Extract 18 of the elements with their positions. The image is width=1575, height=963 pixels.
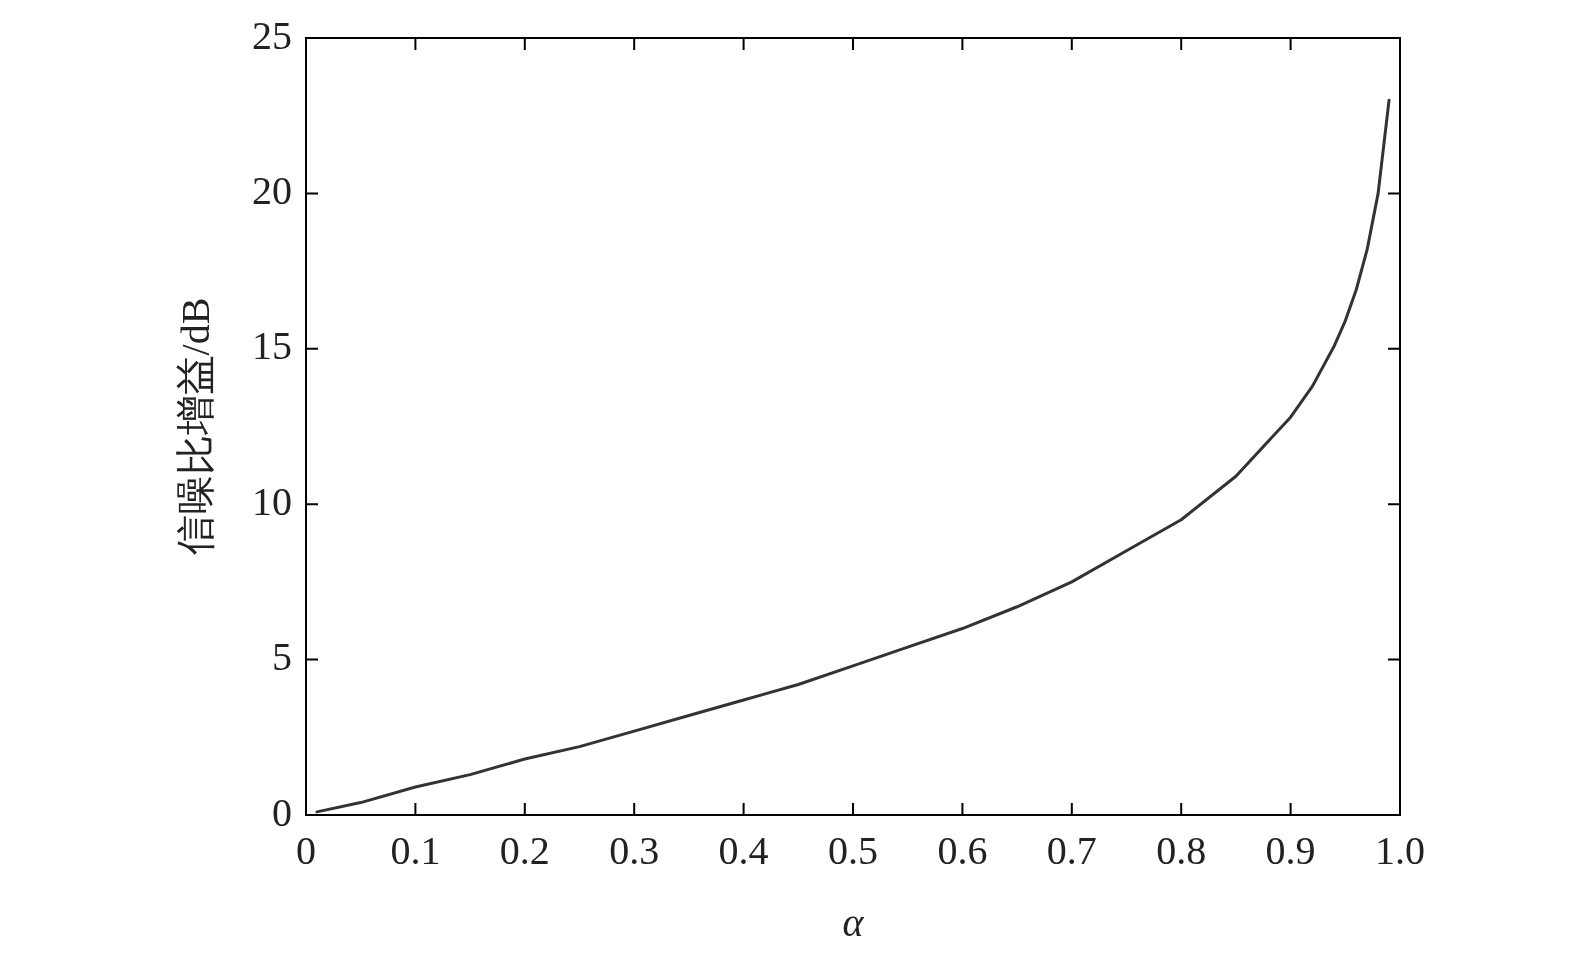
x-tick-label: 0.8: [1156, 827, 1207, 873]
x-tick-label: 0.9: [1265, 827, 1316, 873]
y-axis-title: 信噪比增益/dB: [172, 297, 218, 556]
x-tick-label: 0.6: [937, 827, 988, 873]
x-tick-label: 0.5: [828, 827, 878, 873]
x-tick-label: 0.4: [718, 827, 769, 873]
x-tick-label: 0.1: [390, 827, 441, 873]
y-tick-label: 5: [272, 634, 292, 680]
x-tick-label: 1.0: [1375, 827, 1425, 873]
x-tick-label: 0.7: [1046, 827, 1097, 873]
x-tick-label: 0.3: [609, 827, 660, 873]
x-tick-label: 0.2: [499, 827, 550, 873]
y-tick-label: 25: [252, 12, 292, 58]
x-axis-title: α: [842, 899, 865, 945]
y-tick-label: 0: [272, 789, 292, 835]
y-tick-label: 10: [252, 478, 292, 524]
y-tick-label: 20: [252, 167, 292, 213]
y-tick-label: 15: [252, 323, 292, 369]
